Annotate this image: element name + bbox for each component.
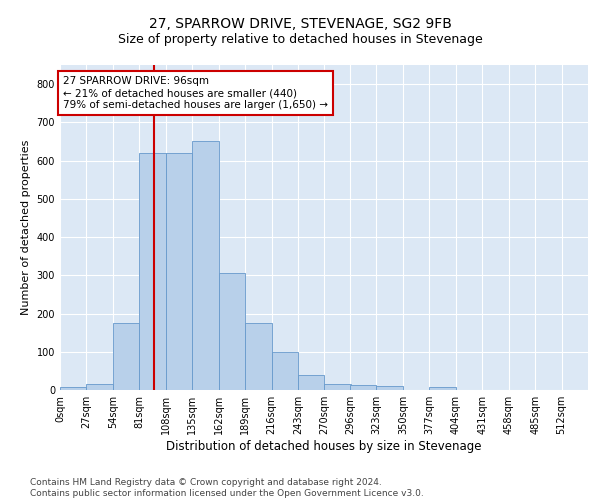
Y-axis label: Number of detached properties: Number of detached properties [21,140,31,315]
Bar [86,384,113,390]
Bar [245,323,272,390]
Bar [430,387,456,390]
Bar [376,386,403,390]
Bar [218,274,245,390]
Text: Contains HM Land Registry data © Crown copyright and database right 2024.
Contai: Contains HM Land Registry data © Crown c… [30,478,424,498]
Bar [60,387,86,390]
Bar [272,352,298,390]
Bar [113,323,139,390]
Bar [350,386,376,390]
Text: Size of property relative to detached houses in Stevenage: Size of property relative to detached ho… [118,32,482,46]
Bar [139,153,166,390]
Bar [325,384,351,390]
X-axis label: Distribution of detached houses by size in Stevenage: Distribution of detached houses by size … [166,440,482,453]
Bar [166,153,192,390]
Bar [192,142,218,390]
Bar [298,374,325,390]
Text: 27, SPARROW DRIVE, STEVENAGE, SG2 9FB: 27, SPARROW DRIVE, STEVENAGE, SG2 9FB [149,18,451,32]
Text: 27 SPARROW DRIVE: 96sqm
← 21% of detached houses are smaller (440)
79% of semi-d: 27 SPARROW DRIVE: 96sqm ← 21% of detache… [63,76,328,110]
